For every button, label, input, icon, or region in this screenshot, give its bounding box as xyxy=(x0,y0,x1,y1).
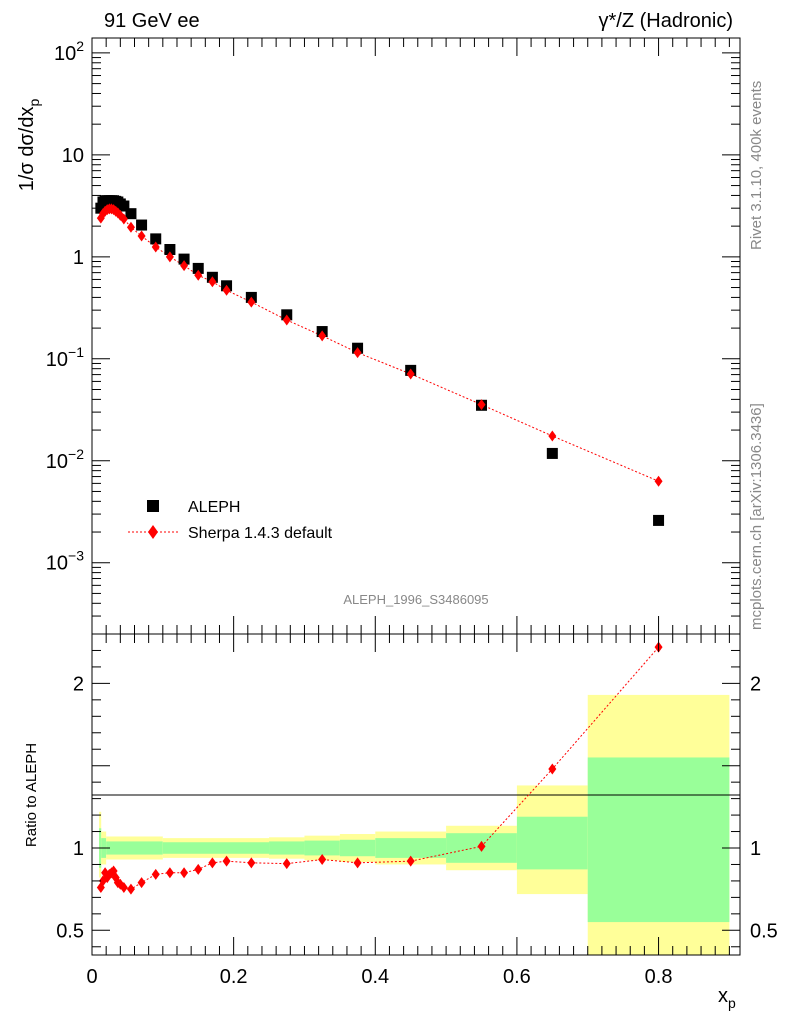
sherpa-ratio-point xyxy=(126,883,135,895)
right-title: γ*/Z (Hadronic) xyxy=(599,10,733,32)
aleph-point xyxy=(178,253,190,265)
sherpa-ratio-point xyxy=(165,867,174,879)
legend-label-sherpa: Sherpa 1.4.3 default xyxy=(188,525,333,542)
sherpa-main-line xyxy=(100,208,659,482)
main-frame xyxy=(91,37,741,635)
main-ytick-label: 10−2 xyxy=(46,446,84,473)
ratio-ytick-label: 1 xyxy=(73,838,84,860)
sherpa-point xyxy=(477,399,486,411)
main-ytick-label: 10 xyxy=(62,145,84,167)
legend-marker-aleph xyxy=(147,500,159,512)
sherpa-point xyxy=(222,284,231,296)
main-ytick-base: 10 xyxy=(54,43,76,65)
ratio-frame xyxy=(91,633,741,956)
band-inner-2 xyxy=(106,841,163,855)
sherpa-ratio-point xyxy=(247,857,256,869)
band-inner-7 xyxy=(375,838,447,858)
sherpa-point xyxy=(126,221,135,233)
xtick-label: 0.4 xyxy=(361,966,389,988)
ratio-uncertainty-bands xyxy=(99,694,730,955)
main-ytick-base: 10 xyxy=(46,451,68,473)
sherpa-point xyxy=(137,230,146,242)
sherpa-point xyxy=(119,213,128,225)
ratio-ylabel: Ratio to ALEPH xyxy=(23,743,40,847)
main-ytick-label: 102 xyxy=(54,38,84,65)
ratio-ytick-label: 0.5 xyxy=(56,920,84,942)
aleph-point xyxy=(164,244,176,256)
ratio-ytick-label: 2 xyxy=(73,673,84,695)
aleph-point xyxy=(150,233,162,245)
ratio-ytick-label-right: 1 xyxy=(750,838,761,860)
main-ytick-exponent: 2 xyxy=(76,38,84,54)
band-inner-10 xyxy=(587,757,730,923)
mcplots-source-label: mcplots.cern.ch [arXiv:1306.3436] xyxy=(748,403,765,630)
sherpa-point xyxy=(548,430,557,442)
x-axis-label-text: x xyxy=(718,985,728,1007)
main-ylabel: 1/σ dσ/dxp xyxy=(16,99,42,192)
legend-label-aleph: ALEPH xyxy=(188,499,240,516)
xtick-label: 0.8 xyxy=(645,966,673,988)
sherpa-point xyxy=(282,314,291,326)
band-inner-4 xyxy=(269,841,305,855)
sherpa-point xyxy=(654,475,663,487)
sherpa-ratio-point xyxy=(548,763,557,775)
main-ytick-exponent: −1 xyxy=(68,344,84,360)
sherpa-point xyxy=(194,269,203,281)
xtick-label: 0 xyxy=(86,966,97,988)
rivet-version-label: Rivet 3.1.10, 400k events xyxy=(748,81,765,250)
sherpa-point xyxy=(406,368,415,380)
sherpa-point xyxy=(318,330,327,342)
band-inner-6 xyxy=(339,839,376,857)
main-ytick-label: 1 xyxy=(73,247,84,269)
sherpa-ratio-point xyxy=(137,877,146,889)
xtick-label: 0.2 xyxy=(220,966,248,988)
sherpa-ratio-point xyxy=(208,857,217,869)
main-ytick-base: 10 xyxy=(46,553,68,575)
legend-marker-sherpa xyxy=(148,525,158,539)
main-ytick-label: 10−3 xyxy=(46,548,84,575)
main-ytick-base: 10 xyxy=(46,349,68,371)
ratio-ytick-label-right: 0.5 xyxy=(750,920,778,942)
sherpa-point xyxy=(180,260,189,272)
ratio-ytick-label-right: 2 xyxy=(750,673,761,695)
left-title: 91 GeV ee xyxy=(104,10,200,32)
aleph-point xyxy=(136,219,148,231)
sherpa-ratio-point xyxy=(151,868,160,880)
main-ylabel-sub: p xyxy=(26,99,42,107)
aleph-point xyxy=(125,208,137,220)
band-inner-9 xyxy=(516,816,588,870)
main-ytick-label: 10−1 xyxy=(46,344,84,371)
sherpa-ratio-point xyxy=(477,840,486,852)
analysis-id-label: ALEPH_1996_S3486095 xyxy=(343,592,488,607)
x-axis-label-sub: p xyxy=(728,995,736,1011)
sherpa-point xyxy=(165,251,174,263)
sherpa-point xyxy=(247,296,256,308)
sherpa-ratio-point xyxy=(180,867,189,879)
band-inner-3 xyxy=(162,842,270,854)
aleph-point xyxy=(118,200,130,212)
band-inner-5 xyxy=(304,840,340,856)
sherpa-point xyxy=(151,241,160,253)
aleph-point xyxy=(653,514,665,526)
aleph-point xyxy=(546,447,558,459)
sherpa-ratio-point xyxy=(222,855,231,867)
main-series-group xyxy=(95,195,665,526)
aleph-point xyxy=(192,262,204,274)
main-ytick-exponent: −3 xyxy=(68,548,84,564)
sherpa-ratio-point xyxy=(119,882,128,894)
xtick-label: 0.6 xyxy=(503,966,531,988)
main-ytick-exponent: −2 xyxy=(68,446,84,462)
sherpa-ratio-point xyxy=(318,854,327,866)
main-ylabel-text: 1/σ dσ/dx xyxy=(16,107,38,192)
x-axis-label: xp xyxy=(718,985,736,1011)
sherpa-point xyxy=(353,347,362,359)
legend: ALEPH Sherpa 1.4.3 default xyxy=(128,499,333,542)
sherpa-ratio-point xyxy=(194,863,203,875)
sherpa-ratio-point xyxy=(406,855,415,867)
sherpa-point xyxy=(208,276,217,288)
sherpa-ratio-point xyxy=(282,858,291,870)
sherpa-ratio-point xyxy=(353,857,362,869)
